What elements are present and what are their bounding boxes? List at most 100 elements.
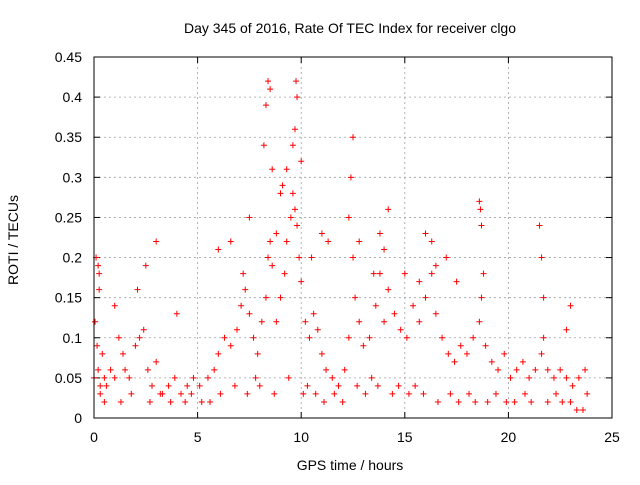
data-point xyxy=(215,350,222,357)
data-point xyxy=(227,238,234,245)
data-point xyxy=(432,310,439,317)
data-point xyxy=(101,374,108,381)
data-point xyxy=(277,190,284,197)
data-point xyxy=(144,366,151,373)
data-point xyxy=(283,238,290,245)
data-point xyxy=(567,302,574,309)
data-point xyxy=(279,182,286,189)
data-point xyxy=(443,254,450,261)
data-point xyxy=(99,350,106,357)
data-point xyxy=(476,198,483,205)
data-point xyxy=(575,374,582,381)
grid-lines xyxy=(94,57,612,418)
data-point xyxy=(559,398,566,405)
y-tick-label: 0 xyxy=(74,410,82,426)
data-point xyxy=(190,374,197,381)
data-point xyxy=(391,310,398,317)
data-point xyxy=(345,214,352,221)
data-point xyxy=(153,358,160,365)
data-point xyxy=(477,206,484,213)
data-point xyxy=(233,326,240,333)
data-point xyxy=(389,390,396,397)
data-point xyxy=(511,398,518,405)
data-point xyxy=(178,390,185,397)
x-axis-label: GPS time / hours xyxy=(297,457,404,473)
data-point xyxy=(287,214,294,221)
data-point xyxy=(453,278,460,285)
data-point xyxy=(455,398,462,405)
data-point xyxy=(339,398,346,405)
data-point xyxy=(95,366,102,373)
data-point xyxy=(198,398,205,405)
data-point xyxy=(95,262,102,269)
data-point xyxy=(296,254,303,261)
x-tick-label: 25 xyxy=(604,429,620,445)
data-point xyxy=(265,254,272,261)
data-point xyxy=(466,390,473,397)
data-point xyxy=(136,334,143,341)
x-tick-label: 15 xyxy=(397,429,413,445)
data-point xyxy=(362,390,369,397)
data-point xyxy=(140,326,147,333)
data-point xyxy=(134,286,141,293)
data-point xyxy=(569,382,576,389)
data-point xyxy=(283,166,290,173)
data-point xyxy=(507,374,514,381)
data-point xyxy=(277,294,284,301)
data-point xyxy=(97,390,104,397)
data-point xyxy=(281,270,288,277)
data-point xyxy=(325,238,332,245)
data-point xyxy=(298,158,305,165)
data-point xyxy=(204,374,211,381)
data-point xyxy=(231,382,238,389)
data-point xyxy=(254,350,261,357)
data-point xyxy=(538,254,545,261)
data-point xyxy=(472,398,479,405)
data-point xyxy=(463,350,470,357)
data-point xyxy=(273,230,280,237)
y-tick-label: 0.25 xyxy=(55,209,82,225)
data-point xyxy=(484,398,491,405)
data-point xyxy=(294,222,301,229)
data-point xyxy=(111,374,118,381)
data-point xyxy=(267,238,274,245)
data-point xyxy=(273,318,280,325)
data-point xyxy=(347,174,354,181)
data-point xyxy=(422,230,429,237)
data-point xyxy=(258,318,265,325)
data-point xyxy=(513,366,520,373)
data-point xyxy=(320,398,327,405)
data-point xyxy=(476,318,483,325)
data-point xyxy=(149,382,156,389)
data-point xyxy=(370,270,377,277)
data-point xyxy=(501,350,508,357)
data-point xyxy=(582,366,589,373)
data-point xyxy=(428,238,435,245)
data-point xyxy=(167,398,174,405)
data-point xyxy=(495,366,502,373)
x-tick-label: 20 xyxy=(501,429,517,445)
data-point xyxy=(403,334,410,341)
data-point xyxy=(217,390,224,397)
data-point xyxy=(128,390,135,397)
data-point xyxy=(422,294,429,301)
data-point xyxy=(107,366,114,373)
data-point xyxy=(244,390,251,397)
data-point xyxy=(184,382,191,389)
data-point xyxy=(584,390,591,397)
data-point xyxy=(294,94,301,101)
data-point xyxy=(126,374,133,381)
data-point xyxy=(196,382,203,389)
data-point xyxy=(318,230,325,237)
data-point xyxy=(345,334,352,341)
x-tick-label: 10 xyxy=(293,429,309,445)
data-point xyxy=(256,382,263,389)
data-point xyxy=(366,334,373,341)
data-point xyxy=(331,390,338,397)
data-point xyxy=(211,366,218,373)
data-point xyxy=(269,262,276,269)
data-point xyxy=(171,374,178,381)
data-point xyxy=(293,78,300,85)
data-point xyxy=(153,238,160,245)
data-point xyxy=(291,126,298,133)
